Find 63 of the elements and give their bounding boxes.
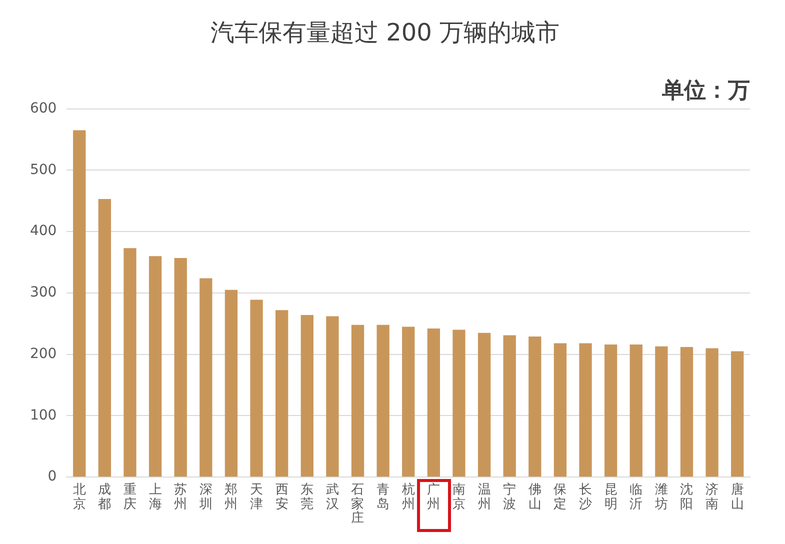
bar — [579, 343, 592, 477]
text: 单位：万 — [661, 78, 750, 104]
y-tick-label: 100 — [30, 407, 57, 424]
bar — [402, 326, 415, 477]
x-tick-label: 南京 — [452, 482, 466, 512]
x-tick-label: 上海 — [148, 482, 162, 512]
bar — [452, 330, 466, 477]
bar — [124, 248, 136, 477]
x-tick-label: 济南 — [706, 482, 719, 512]
bar — [528, 336, 542, 477]
x-tick-label: 宁波 — [503, 482, 516, 512]
x-tick-label: 杭州 — [400, 482, 415, 512]
x-tick-label: 东莞 — [300, 482, 314, 512]
x-tick-label: 唐山 — [730, 482, 744, 512]
y-tick-label: 500 — [30, 162, 57, 178]
x-tick-label: 沈阳 — [680, 482, 694, 512]
bar — [200, 278, 212, 477]
bar — [427, 328, 440, 477]
y-tick-label: 600 — [30, 100, 57, 116]
bar — [478, 332, 491, 477]
bar — [680, 346, 694, 477]
x-tick-label: 石家庄 — [351, 482, 364, 526]
bar — [148, 256, 162, 477]
x-tick-label: 武汉 — [326, 482, 339, 512]
x-tick-label: 保定 — [554, 482, 567, 512]
x-tick-label: 潍坊 — [654, 482, 668, 512]
x-tick-label: 昆明 — [604, 482, 618, 512]
bar — [276, 310, 288, 477]
bar — [376, 324, 390, 477]
x-tick-label: 佛山 — [528, 482, 542, 512]
x-tick-label: 苏州 — [174, 482, 188, 512]
bar — [655, 346, 668, 477]
bar — [351, 324, 364, 477]
bar — [503, 335, 516, 477]
bar — [731, 351, 744, 477]
x-tick-label: 成都 — [98, 482, 112, 512]
bar — [224, 290, 238, 477]
x-tick-label: 深圳 — [198, 482, 212, 512]
bar — [706, 348, 718, 477]
x-tick-label: 北京 — [72, 482, 86, 512]
bar — [630, 344, 642, 477]
chart-title: 汽车保有量超过 200 万辆的城市 — [210, 18, 560, 47]
x-tick-label: 广州 — [427, 482, 440, 512]
x-tick-label: 西安 — [275, 482, 288, 512]
x-tick-label: 温州 — [478, 482, 491, 512]
x-tick-label: 重庆 — [123, 482, 136, 512]
x-tick-label: 天津 — [250, 482, 264, 512]
bar — [604, 344, 618, 477]
bar — [73, 130, 86, 477]
x-tick-label: 临沂 — [630, 482, 643, 512]
y-tick-label: 400 — [30, 223, 57, 240]
x-tick-label: 长沙 — [579, 482, 592, 512]
bar — [554, 343, 567, 477]
bar — [300, 315, 314, 477]
bar — [250, 300, 263, 477]
y-tick-label: 300 — [30, 284, 57, 301]
bar — [174, 258, 187, 477]
bar — [326, 316, 339, 477]
bar — [98, 199, 112, 477]
x-tick-label: 郑州 — [224, 482, 238, 512]
y-tick-label: 200 — [30, 346, 57, 362]
x-tick-label: 青岛 — [376, 482, 390, 512]
y-tick-label: 0 — [48, 468, 57, 485]
